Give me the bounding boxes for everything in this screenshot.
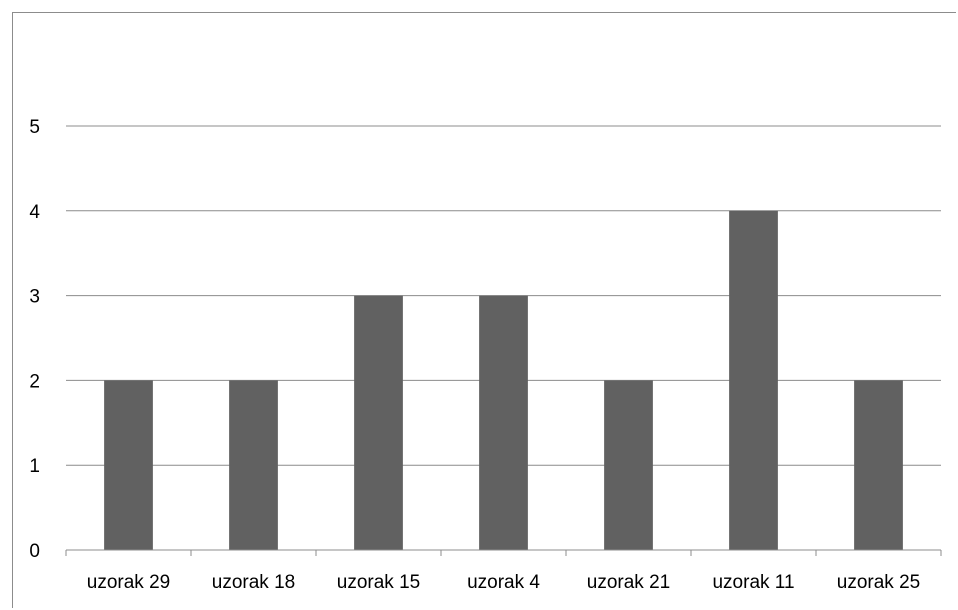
bar <box>104 380 153 550</box>
y-tick-label: 2 <box>29 371 40 392</box>
bar <box>479 295 528 550</box>
x-tick-label: uzorak 15 <box>337 572 420 593</box>
x-tick-label: uzorak 18 <box>212 572 295 593</box>
y-tick-label: 0 <box>29 541 40 562</box>
bars <box>104 210 903 551</box>
y-tick-label: 5 <box>29 117 40 138</box>
y-tick-label: 1 <box>29 456 40 477</box>
x-tick-label: uzorak 21 <box>587 572 670 593</box>
chart-frame <box>12 12 956 608</box>
x-tick-label: uzorak 11 <box>712 572 794 593</box>
x-tick-label: uzorak 29 <box>87 572 170 593</box>
bar <box>229 380 278 550</box>
bar <box>604 380 653 550</box>
y-axis: 0 1 2 3 4 5 <box>29 117 40 562</box>
x-axis: uzorak 29 uzorak 18 uzorak 15 uzorak 4 uzora… <box>65 549 942 593</box>
bar <box>729 210 778 551</box>
x-tick-label: uzorak 4 <box>467 572 540 593</box>
bar <box>854 380 903 550</box>
y-tick-label: 3 <box>29 287 40 308</box>
y-tick-label: 4 <box>29 202 40 223</box>
x-tick-label: uzorak 25 <box>837 572 920 593</box>
bar <box>354 295 403 550</box>
